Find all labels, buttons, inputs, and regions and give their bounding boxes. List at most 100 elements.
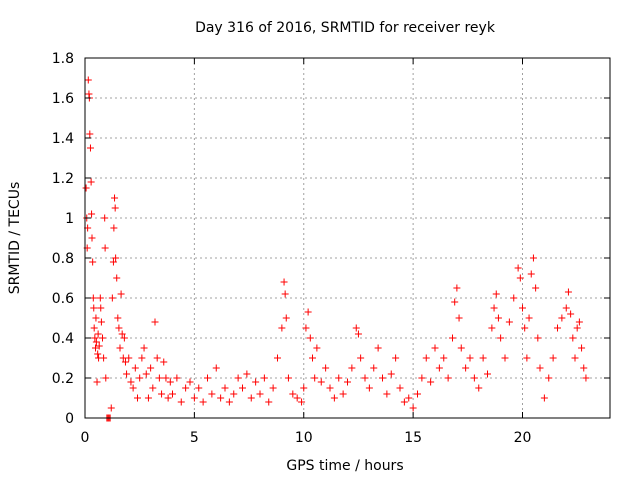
data-point <box>444 374 452 382</box>
data-point <box>582 374 590 382</box>
data-point <box>357 354 365 362</box>
data-point <box>153 354 161 362</box>
data-point <box>379 374 386 382</box>
data-point <box>414 390 421 398</box>
data-point <box>173 374 181 382</box>
data-point <box>111 204 119 212</box>
data-point <box>361 374 369 382</box>
chart-title: Day 316 of 2016, SRMTID for receiver rey… <box>195 20 496 36</box>
data-point <box>339 390 347 398</box>
data-point <box>134 394 141 402</box>
data-point <box>374 344 382 352</box>
data-point <box>492 290 500 298</box>
data-point <box>230 390 238 398</box>
data-point <box>449 334 456 342</box>
x-axis-label: GPS time / hours <box>286 458 403 474</box>
data-point <box>90 304 98 312</box>
data-point <box>540 394 548 402</box>
data-point <box>457 344 465 352</box>
data-point <box>475 384 483 392</box>
data-point <box>427 378 435 386</box>
data-point <box>120 334 128 342</box>
data-point <box>221 384 229 392</box>
axis-ticks: 0 0.2 0.4 0.6 0.8 1 1.2 1.4 1.6 1.8 0 5 10 15 20 <box>52 51 610 446</box>
data-point <box>527 270 535 278</box>
data-point <box>131 364 139 372</box>
data-point <box>186 378 194 386</box>
data-point <box>247 394 255 402</box>
data-point <box>127 378 135 386</box>
data-point <box>300 384 308 392</box>
data-point <box>100 354 108 362</box>
data-point <box>387 370 395 378</box>
data-point <box>281 290 289 298</box>
data-point <box>114 314 122 322</box>
data-point <box>94 350 102 358</box>
y-tick-label: 0.8 <box>52 251 74 267</box>
data-point <box>365 384 373 392</box>
data-point <box>252 378 260 386</box>
data-point <box>97 318 105 326</box>
data-point <box>107 404 115 412</box>
data-point <box>462 364 470 372</box>
data-point <box>352 324 360 332</box>
data-point <box>510 294 518 302</box>
data-point <box>409 404 417 412</box>
y-tick-label: 0 <box>65 411 74 427</box>
y-tick-label: 0.4 <box>52 331 74 347</box>
data-point <box>158 390 166 398</box>
data-point <box>87 178 95 186</box>
data-point <box>162 374 170 382</box>
data-point <box>99 334 106 342</box>
data-point <box>536 364 544 372</box>
data-point <box>348 364 356 372</box>
data-point <box>400 398 408 406</box>
data-point <box>488 324 496 332</box>
data-point <box>112 254 120 262</box>
data-point <box>455 314 463 322</box>
data-point <box>514 264 522 272</box>
data-point <box>575 318 583 326</box>
data-point <box>309 354 316 362</box>
y-tick-label: 1.4 <box>52 131 74 147</box>
data-point <box>525 314 533 322</box>
data-point <box>234 374 242 382</box>
y-tick-label: 1.2 <box>52 171 74 187</box>
data-point <box>102 374 110 382</box>
y-tick-label: 1.8 <box>52 51 74 67</box>
data-point <box>422 354 430 362</box>
data-point <box>208 390 216 398</box>
data-point <box>370 364 378 372</box>
data-point <box>298 398 306 406</box>
data-point <box>567 310 575 318</box>
x-tick-label: 20 <box>514 430 532 446</box>
y-tick-label: 0.2 <box>52 371 74 387</box>
data-point <box>199 398 207 406</box>
data-point <box>501 354 509 362</box>
data-point <box>190 394 198 402</box>
data-point <box>269 384 277 392</box>
data-point <box>322 364 330 372</box>
data-point <box>138 354 146 362</box>
data-point <box>453 284 461 292</box>
data-point <box>225 398 233 406</box>
data-point <box>91 334 99 342</box>
data-point <box>92 314 100 322</box>
data-point <box>96 294 104 302</box>
data-point <box>558 314 566 322</box>
data-point <box>89 258 97 266</box>
data-point <box>354 330 362 338</box>
data-point <box>204 374 211 382</box>
y-tick-label: 0.6 <box>52 291 74 307</box>
data-point <box>160 358 168 366</box>
data-point <box>519 304 526 312</box>
y-tick-label: 1 <box>65 211 74 227</box>
data-point <box>564 288 572 296</box>
data-point <box>116 344 124 352</box>
data-point <box>284 374 292 382</box>
y-axis-label: SRMTID / TECUs <box>7 182 23 295</box>
x-tick-label: 15 <box>404 430 422 446</box>
data-point <box>125 354 133 362</box>
data-point <box>562 304 570 312</box>
